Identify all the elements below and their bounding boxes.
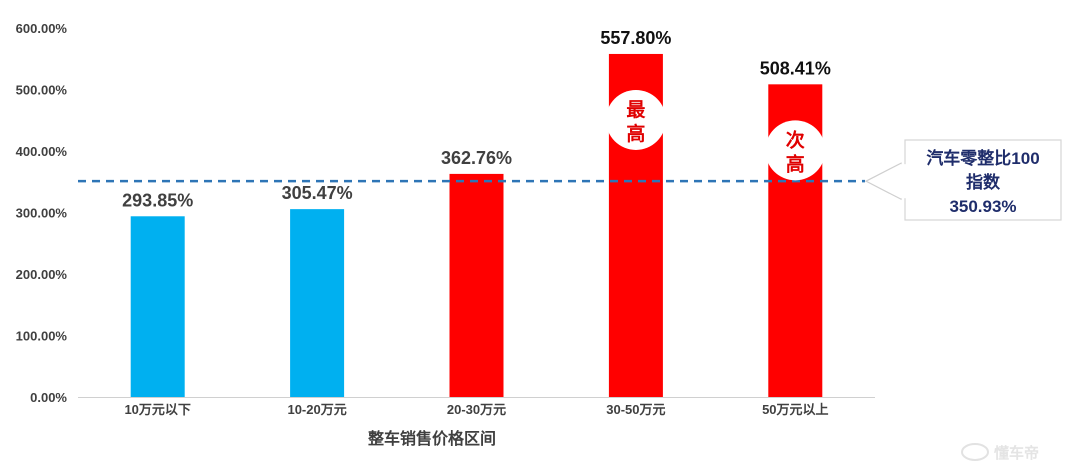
bar <box>130 216 185 397</box>
badge-text: 高 <box>786 152 805 175</box>
y-tick-label: 100.00% <box>16 329 68 344</box>
data-label: 508.41% <box>760 58 831 78</box>
badge-text: 次 <box>786 128 805 151</box>
data-label: 293.85% <box>122 190 193 210</box>
y-tick-label: 500.00% <box>16 83 68 98</box>
watermark: 懂车帝 <box>961 443 1039 462</box>
badges: 最高 次高 <box>605 89 826 181</box>
watermark-logo-icon <box>961 443 989 461</box>
reference-callout: 汽车零整比100 指数 350.93% <box>864 139 1062 221</box>
callout-seam <box>900 164 907 199</box>
x-tick-label: 20-30万元 <box>447 402 506 417</box>
x-tick-label: 50万元以上 <box>762 402 828 417</box>
x-tick-label: 30-50万元 <box>606 402 665 417</box>
x-tick-label: 10万元以下 <box>124 402 190 417</box>
data-label: 305.47% <box>282 183 353 203</box>
callout-label: 指数 <box>966 172 1001 192</box>
watermark-text: 懂车帝 <box>993 444 1039 462</box>
callout-arrow <box>864 162 902 201</box>
data-label: 362.76% <box>441 148 512 168</box>
bar <box>290 209 345 397</box>
y-axis: 0.00% 100.00% 200.00% 300.00% 400.00% 500.00%… <box>16 21 68 405</box>
bars: 293.85% 305.47% 362.76% 557.80% 508.41% <box>122 28 831 397</box>
callout-label: 汽车零整比100 <box>926 148 1039 168</box>
y-tick-label: 400.00% <box>16 144 68 159</box>
bar <box>449 173 504 397</box>
badge-circle <box>765 120 826 181</box>
y-tick-label: 200.00% <box>16 267 68 282</box>
y-tick-label: 0.00% <box>30 390 67 405</box>
data-label: 557.80% <box>600 28 671 48</box>
y-tick-label: 600.00% <box>16 21 68 36</box>
callout-box <box>904 139 1062 221</box>
badge-circle <box>605 89 666 150</box>
x-axis-title: 整车销售价格区间 <box>367 429 496 448</box>
badge-text: 最 <box>626 99 646 121</box>
y-tick-label: 300.00% <box>16 206 68 221</box>
badge-text: 高 <box>626 122 645 145</box>
x-axis: 10万元以下 10-20万元 20-30万元 30-50万元 50万元以上 <box>78 397 875 417</box>
x-tick-label: 10-20万元 <box>287 402 346 417</box>
callout-label: 350.93% <box>949 197 1016 216</box>
